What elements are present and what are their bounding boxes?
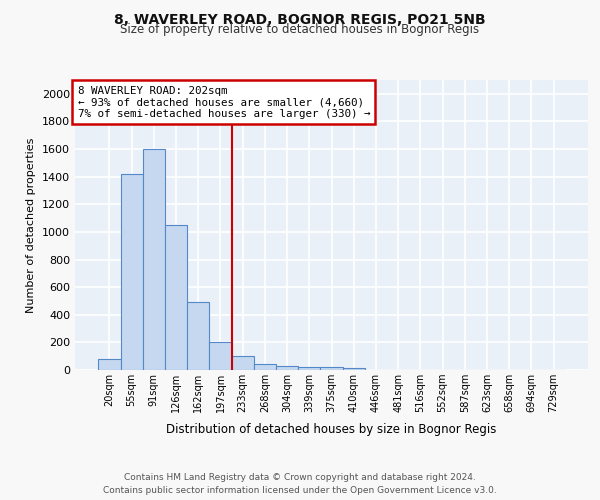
Bar <box>232 356 254 370</box>
Text: Size of property relative to detached houses in Bognor Regis: Size of property relative to detached ho… <box>121 22 479 36</box>
Bar <box>165 225 187 370</box>
Bar <box>320 367 343 370</box>
Bar <box>298 367 320 370</box>
Bar <box>121 174 143 370</box>
Text: 8 WAVERLEY ROAD: 202sqm
← 93% of detached houses are smaller (4,660)
7% of semi-: 8 WAVERLEY ROAD: 202sqm ← 93% of detache… <box>77 86 370 119</box>
Y-axis label: Number of detached properties: Number of detached properties <box>26 138 37 312</box>
Bar <box>254 364 276 370</box>
Text: 8, WAVERLEY ROAD, BOGNOR REGIS, PO21 5NB: 8, WAVERLEY ROAD, BOGNOR REGIS, PO21 5NB <box>114 12 486 26</box>
X-axis label: Distribution of detached houses by size in Bognor Regis: Distribution of detached houses by size … <box>166 424 497 436</box>
Bar <box>187 302 209 370</box>
Text: Contains HM Land Registry data © Crown copyright and database right 2024.
Contai: Contains HM Land Registry data © Crown c… <box>103 474 497 495</box>
Bar <box>98 359 121 370</box>
Bar <box>343 368 365 370</box>
Bar <box>276 366 298 370</box>
Bar <box>209 342 232 370</box>
Bar <box>143 149 165 370</box>
